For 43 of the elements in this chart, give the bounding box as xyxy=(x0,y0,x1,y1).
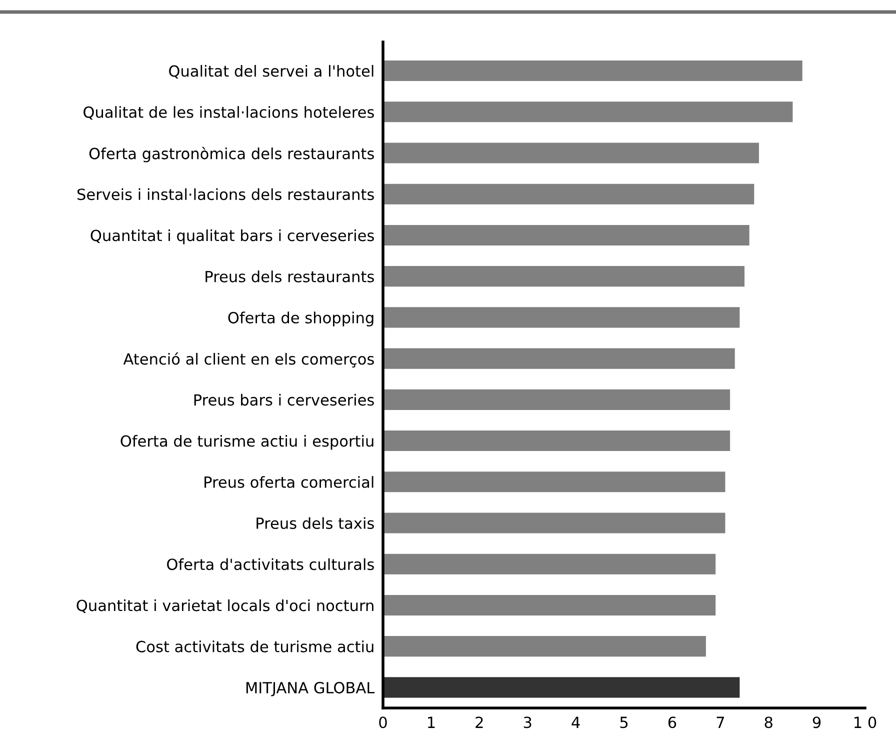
y-tick-label: Oferta de shopping xyxy=(228,312,374,326)
bar xyxy=(383,677,740,698)
y-tick-label: Cost activitats de turisme actiu xyxy=(136,640,374,652)
y-tick-label: Preus dels taxis xyxy=(256,517,374,530)
bar xyxy=(383,348,735,369)
bar xyxy=(383,430,730,452)
bar xyxy=(383,554,716,574)
y-tick-label: Oferta gastronòmica dels restaurants xyxy=(89,146,374,162)
y-tick-label: Qualitat del servei a l'hotel xyxy=(169,64,374,79)
y-tick-label: MITJANA GLOBAL xyxy=(246,682,375,696)
x-tick-label: 6 xyxy=(668,716,676,728)
bar xyxy=(383,636,706,657)
bar xyxy=(383,594,716,616)
x-tick-label: 9 xyxy=(812,716,821,728)
bar xyxy=(383,60,802,82)
x-tick-label: 1 xyxy=(428,716,435,728)
x-tick-label: 8 xyxy=(764,716,772,728)
y-tick-label: Quantitat i varietat locals d'oci nocturn xyxy=(76,599,374,613)
y-tick-label: Oferta de turisme actiu i esportiu xyxy=(120,434,374,450)
y-tick-label: Preus oferta comercial xyxy=(204,476,374,488)
y-tick-label: Preus dels restaurants xyxy=(206,270,374,282)
y-tick-label: Serveis i instal·lacions dels restaurants xyxy=(77,188,374,200)
x-tick-label: 0 xyxy=(379,716,387,728)
y-tick-label: Quantitat i qualitat bars i cerveseries xyxy=(90,229,374,244)
bar xyxy=(383,266,744,287)
x-tick-label: 1 0 xyxy=(854,716,876,728)
bar xyxy=(383,307,740,328)
x-tick-label: 7 xyxy=(716,716,724,728)
bar xyxy=(383,142,759,164)
y-tick-label: Oferta d'activitats culturals xyxy=(167,558,374,570)
bar xyxy=(383,512,726,534)
x-tick-label: 3 xyxy=(524,716,532,728)
y-tick-label: Atenció al client en els comerços xyxy=(123,352,374,368)
x-tick-label: 5 xyxy=(620,716,628,728)
bar xyxy=(383,224,750,246)
x-tick-label: 4 xyxy=(572,716,580,728)
bar xyxy=(383,102,793,122)
y-tick-label: Qualitat de les instal·lacions hoteleres xyxy=(84,106,374,120)
bar xyxy=(383,184,754,204)
x-tick-label: 2 xyxy=(476,716,483,728)
bar xyxy=(383,389,730,410)
bar xyxy=(383,472,726,492)
y-tick-label: Preus bars i cerveseries xyxy=(194,394,374,406)
